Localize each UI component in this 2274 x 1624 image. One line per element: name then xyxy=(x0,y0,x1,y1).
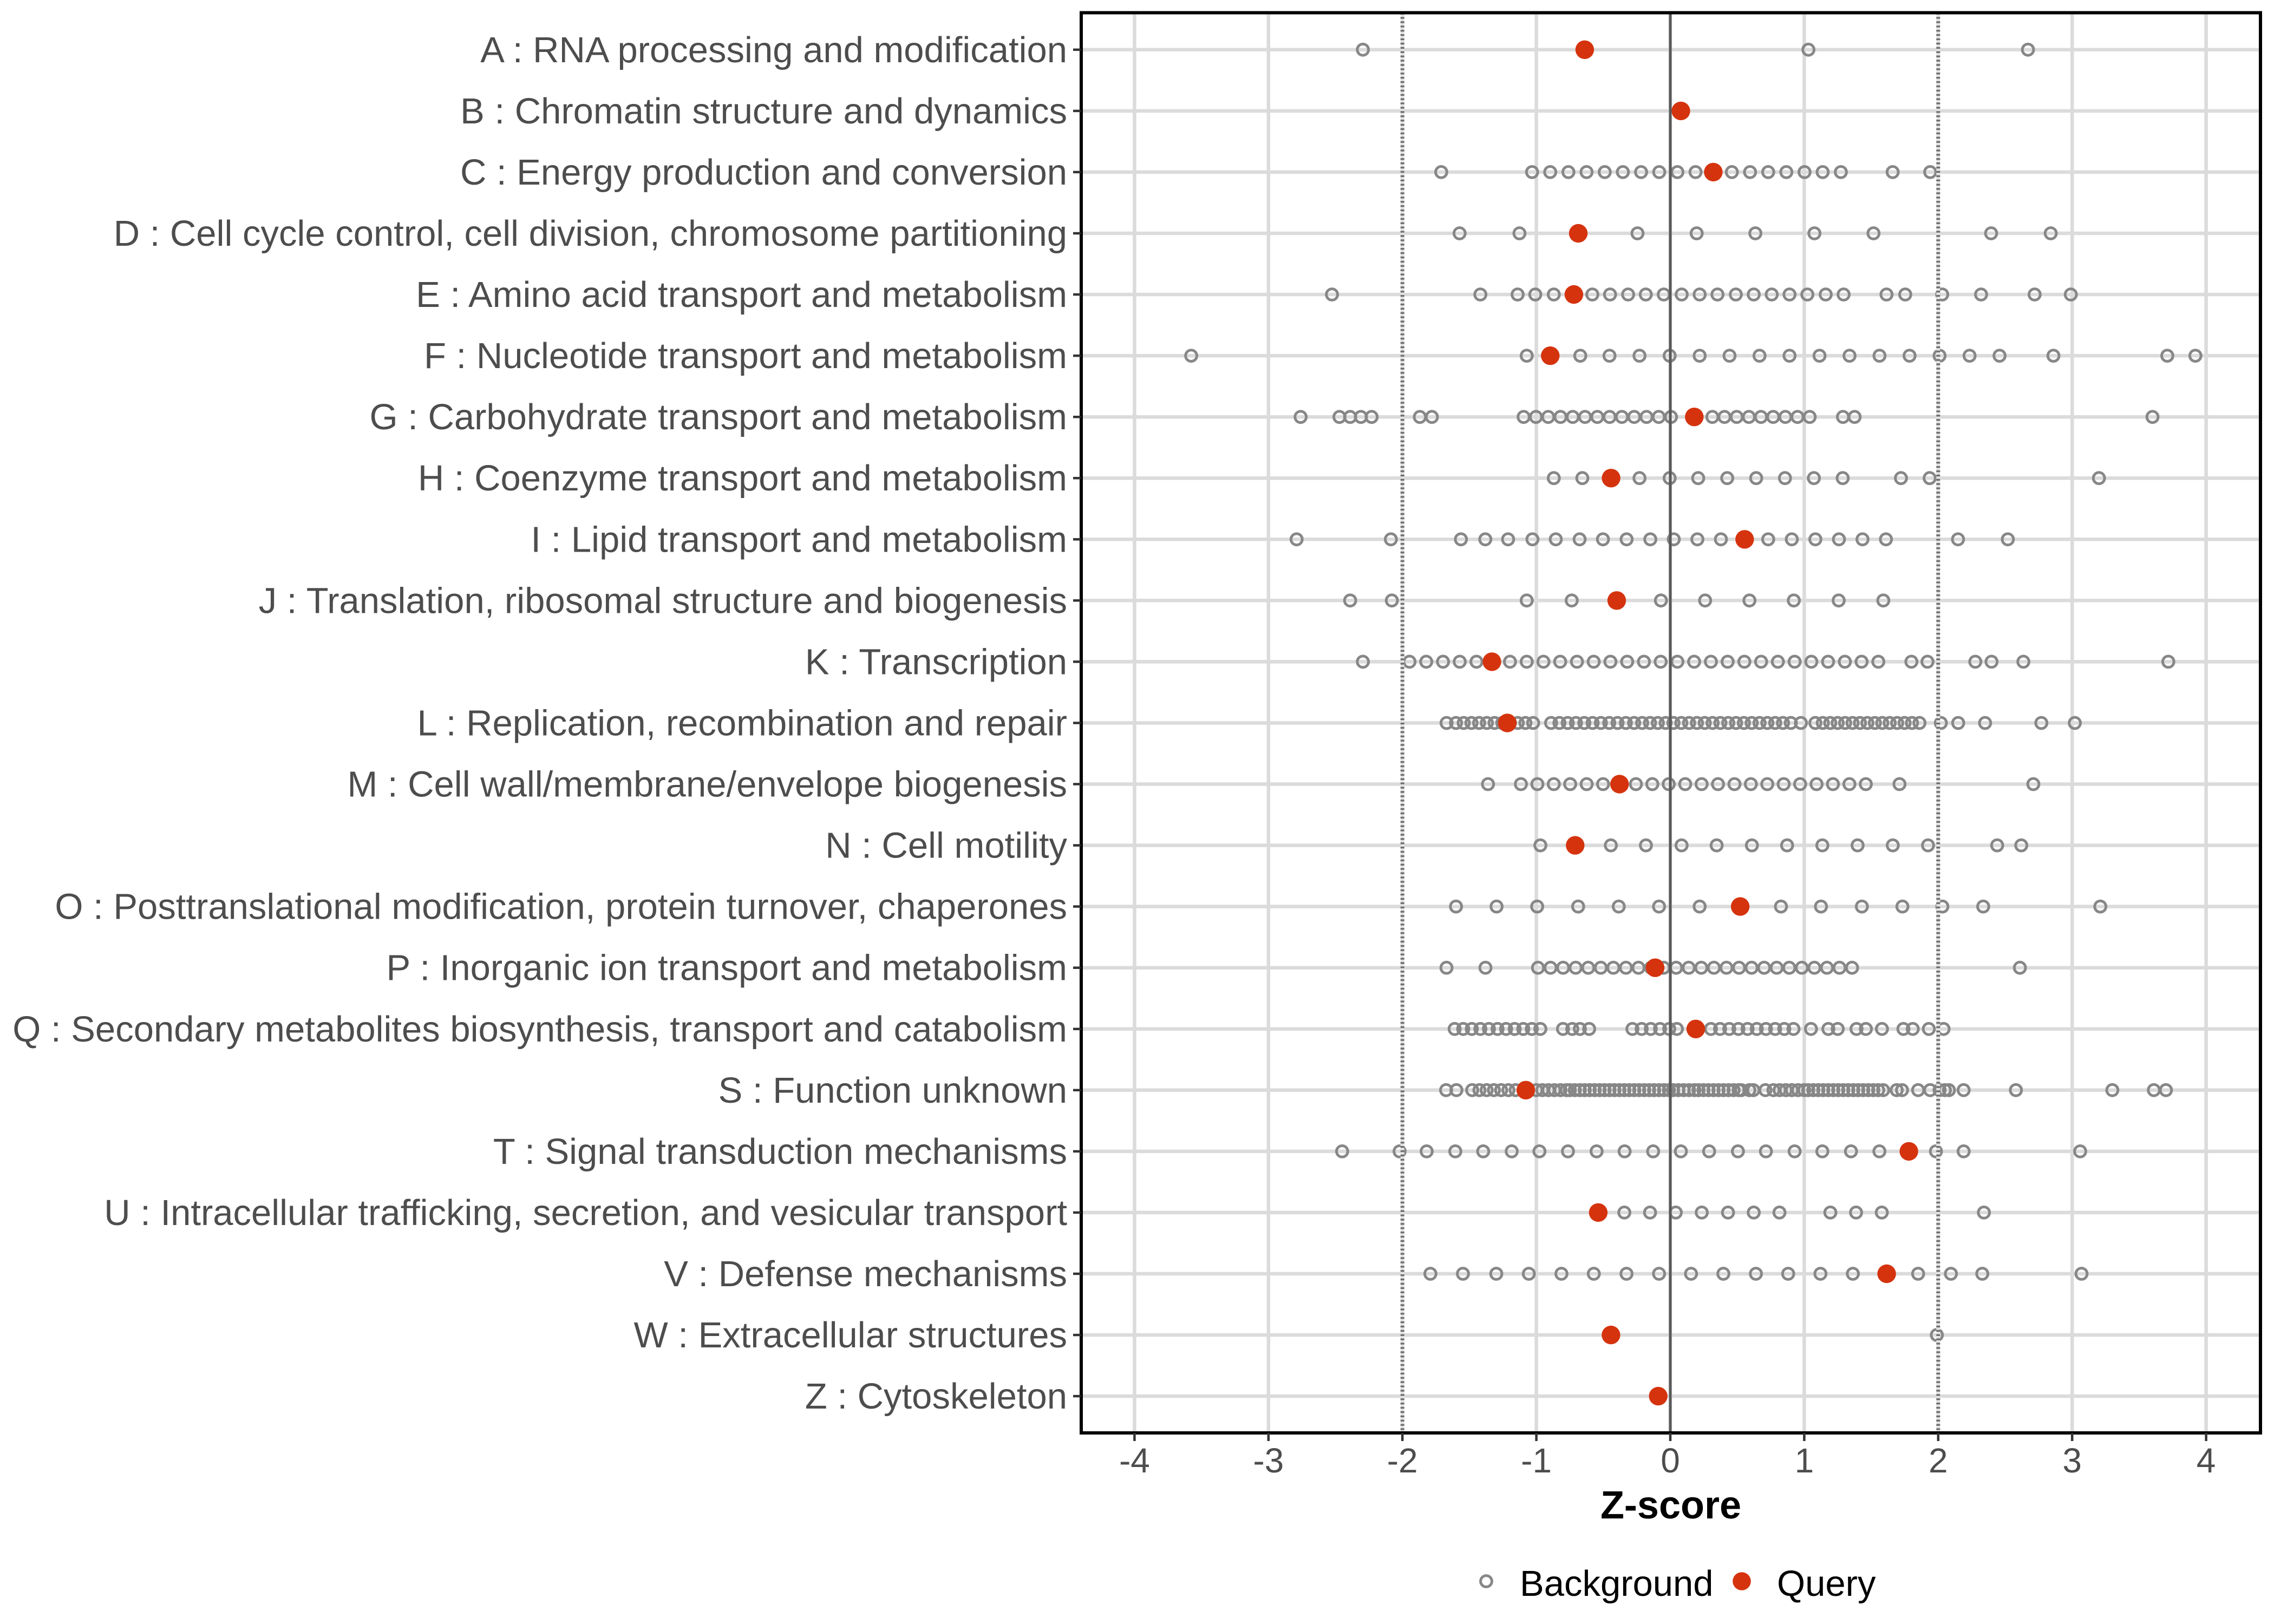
svg-text:E : Amino acid transport and m: E : Amino acid transport and metabolism xyxy=(416,274,1067,315)
svg-text:S : Function unknown: S : Function unknown xyxy=(718,1070,1067,1111)
svg-text:-2: -2 xyxy=(1387,1441,1418,1480)
svg-text:Z : Cytoskeleton: Z : Cytoskeleton xyxy=(805,1376,1067,1417)
svg-text:Query: Query xyxy=(1777,1563,1876,1604)
svg-text:O : Posttranslational modifica: O : Posttranslational modification, prot… xyxy=(55,887,1067,927)
svg-text:J : Translation, ribosomal str: J : Translation, ribosomal structure and… xyxy=(259,580,1067,621)
svg-text:4: 4 xyxy=(2197,1441,2216,1480)
svg-text:K : Transcription: K : Transcription xyxy=(805,641,1067,682)
svg-text:C : Energy production and conv: C : Energy production and conversion xyxy=(460,152,1067,193)
svg-text:1: 1 xyxy=(1795,1441,1814,1480)
svg-text:-4: -4 xyxy=(1119,1441,1150,1480)
svg-text:G : Carbohydrate transport and: G : Carbohydrate transport and metabolis… xyxy=(369,397,1067,437)
svg-text:U : Intracellular trafficking,: U : Intracellular trafficking, secretion… xyxy=(104,1193,1067,1233)
svg-text:P : Inorganic ion transport an: P : Inorganic ion transport and metaboli… xyxy=(386,948,1067,988)
svg-text:D : Cell cycle control, cell d: D : Cell cycle control, cell division, c… xyxy=(114,213,1067,254)
svg-text:M : Cell wall/membrane/envelop: M : Cell wall/membrane/envelope biogenes… xyxy=(348,764,1068,805)
svg-text:Z-score: Z-score xyxy=(1600,1484,1741,1527)
svg-text:Background: Background xyxy=(1520,1563,1714,1604)
svg-text:B : Chromatin structure and dy: B : Chromatin structure and dynamics xyxy=(460,91,1067,132)
svg-text:L : Replication, recombination: L : Replication, recombination and repai… xyxy=(417,703,1067,744)
svg-text:A : RNA processing and modific: A : RNA processing and modification xyxy=(480,30,1067,70)
svg-text:2: 2 xyxy=(1929,1441,1948,1480)
svg-text:W : Extracellular structures: W : Extracellular structures xyxy=(634,1315,1067,1355)
svg-text:I : Lipid transport and metabo: I : Lipid transport and metabolism xyxy=(531,519,1067,560)
svg-text:-3: -3 xyxy=(1253,1441,1284,1480)
svg-text:0: 0 xyxy=(1661,1441,1680,1480)
svg-text:T : Signal transduction mechan: T : Signal transduction mechanisms xyxy=(493,1131,1067,1172)
svg-text:3: 3 xyxy=(2062,1441,2082,1480)
svg-text:V : Defense mechanisms: V : Defense mechanisms xyxy=(664,1254,1067,1294)
svg-text:Q : Secondary metabolites bios: Q : Secondary metabolites biosynthesis, … xyxy=(12,1009,1067,1050)
svg-text:F : Nucleotide transport and m: F : Nucleotide transport and metabolism xyxy=(424,336,1067,376)
svg-text:N : Cell motility: N : Cell motility xyxy=(825,826,1067,866)
svg-text:-1: -1 xyxy=(1521,1441,1552,1480)
svg-text:H : Coenzyme transport and met: H : Coenzyme transport and metabolism xyxy=(418,458,1067,499)
